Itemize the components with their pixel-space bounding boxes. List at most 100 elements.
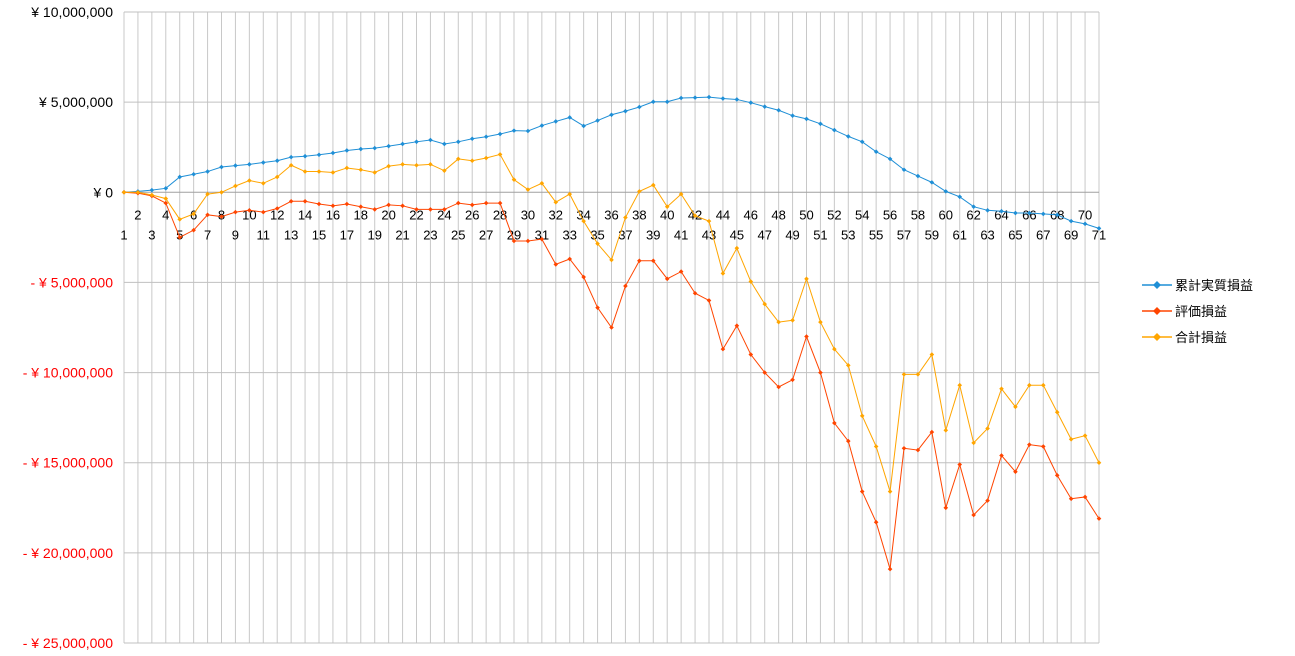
data-point: [414, 139, 419, 145]
data-point: [1013, 469, 1018, 475]
x-tick-label: 40: [660, 207, 674, 222]
data-point: [985, 426, 990, 431]
data-point: [650, 258, 656, 264]
data-point: [553, 199, 559, 205]
data-point: [483, 134, 489, 140]
data-point: [400, 141, 405, 147]
data-point: [595, 118, 600, 123]
x-tick-label: 38: [632, 207, 646, 222]
x-tick-label: 3: [148, 227, 155, 242]
data-point: [706, 94, 712, 100]
data-point: [999, 208, 1004, 214]
data-point: [497, 200, 503, 206]
data-point: [706, 218, 712, 224]
data-point: [748, 100, 754, 105]
data-point: [525, 238, 531, 244]
x-tick-label: 49: [785, 227, 799, 242]
data-point: [191, 227, 196, 233]
data-point: [553, 262, 559, 267]
y-axis-tick-labels: ¥ 10,000,000 ¥ 5,000,000 ¥ 0 - ¥ 5,000,000 -…: [23, 4, 114, 651]
data-point: [901, 167, 907, 173]
data-point: [957, 194, 963, 200]
data-point: [943, 505, 949, 511]
data-point: [274, 174, 280, 180]
data-point: [233, 163, 238, 168]
data-point: [330, 203, 336, 209]
data-point: [372, 145, 378, 151]
data-point: [177, 217, 183, 222]
data-point: [929, 352, 935, 357]
data-point: [260, 209, 266, 215]
y-tick-label: ¥ 5,000,000: [38, 94, 113, 110]
x-tick-label: 33: [562, 227, 576, 242]
data-point: [469, 158, 475, 164]
x-tick-label: 12: [270, 207, 284, 222]
x-tick-label: 59: [925, 227, 939, 242]
data-point: [428, 137, 433, 143]
data-point: [985, 208, 990, 213]
legend-marker: [1153, 307, 1161, 315]
data-point: [302, 153, 308, 159]
data-point: [790, 377, 795, 383]
x-tick-label: 37: [618, 227, 632, 242]
data-point: [177, 235, 183, 240]
data-point: [567, 115, 573, 120]
data-point: [1068, 218, 1074, 224]
data-point: [734, 245, 740, 251]
data-point: [1082, 494, 1088, 500]
data-point: [818, 370, 823, 375]
data-point: [957, 462, 963, 467]
data-point: [483, 200, 489, 206]
data-point: [1068, 496, 1074, 502]
series-lines: [121, 94, 1102, 572]
series-2: [121, 152, 1102, 494]
x-tick-label: 63: [980, 227, 994, 242]
data-point: [511, 177, 517, 182]
data-point: [414, 207, 419, 212]
data-point: [957, 382, 963, 388]
legend-item: 累計実質損益: [1142, 278, 1253, 293]
x-tick-label: 32: [549, 207, 563, 222]
x-tick-label: 25: [451, 227, 465, 242]
data-point: [455, 156, 461, 162]
data-point: [191, 171, 196, 177]
x-tick-label: 31: [535, 227, 549, 242]
data-point: [344, 148, 350, 153]
data-point: [302, 199, 308, 204]
data-point: [330, 150, 336, 156]
data-point: [177, 174, 183, 180]
data-point: [1040, 211, 1046, 217]
x-tick-label: 36: [604, 207, 618, 222]
x-tick-label: 43: [702, 227, 716, 242]
data-point: [776, 384, 781, 390]
data-point: [163, 186, 169, 191]
data-point: [692, 213, 698, 219]
data-point: [999, 386, 1004, 392]
data-point: [762, 301, 768, 307]
data-point: [191, 211, 196, 217]
data-point: [247, 162, 252, 167]
data-point: [929, 429, 935, 435]
data-point: [609, 257, 614, 263]
data-point: [873, 519, 879, 525]
data-point: [887, 156, 893, 162]
data-point: [455, 139, 461, 145]
x-tick-label: 54: [855, 207, 869, 222]
data-point: [316, 201, 322, 207]
x-tick-label: 41: [674, 227, 688, 242]
data-point: [637, 258, 642, 264]
data-point: [1054, 212, 1060, 218]
data-point: [664, 204, 670, 210]
data-point: [372, 207, 378, 212]
data-point: [205, 191, 210, 197]
x-tick-label: 58: [911, 207, 925, 222]
x-tick-label: 44: [716, 207, 730, 222]
data-point: [678, 191, 684, 197]
x-tick-label: 62: [966, 207, 980, 222]
data-point: [497, 152, 503, 157]
x-tick-label: 14: [298, 207, 312, 222]
data-point: [135, 189, 141, 195]
data-point: [469, 136, 475, 142]
x-tick-label: 22: [409, 207, 423, 222]
data-point: [274, 206, 280, 211]
